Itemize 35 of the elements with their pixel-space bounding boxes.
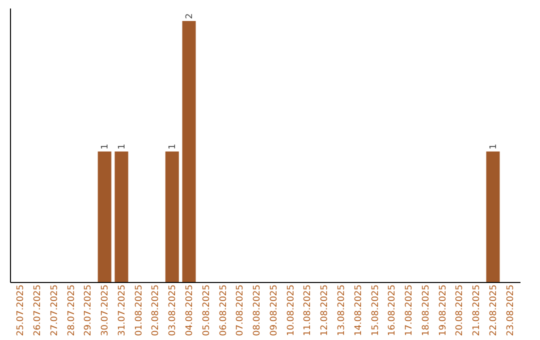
x-tick-label: 21.08.2025 (472, 284, 482, 336)
x-tick-label: 13.08.2025 (336, 284, 347, 336)
x-tick-label: 29.07.2025 (84, 284, 94, 336)
x-tick-label: 05.08.2025 (202, 284, 212, 336)
x-tick-label: 11.08.2025 (303, 284, 314, 336)
x-tick-label: 01.08.2025 (134, 284, 144, 336)
x-tick-label: 20.08.2025 (455, 284, 466, 336)
data-label: 1 (100, 144, 111, 150)
x-tick-label: 15.08.2025 (370, 284, 381, 336)
data-label: 1 (488, 144, 499, 150)
x-tick-label: 17.08.2025 (404, 284, 415, 336)
x-tick-label: 10.08.2025 (286, 284, 296, 336)
x-tick-label: 31.07.2025 (117, 284, 128, 336)
x-tick-label: 06.08.2025 (218, 284, 229, 336)
x-tick-label: 23.08.2025 (506, 284, 516, 336)
x-tick-label: 28.07.2025 (66, 284, 77, 336)
data-label: 1 (168, 144, 178, 150)
x-tick-label: 14.08.2025 (354, 284, 364, 336)
x-tick-label: 12.08.2025 (320, 284, 330, 336)
x-tick-label: 25.07.2025 (16, 284, 26, 336)
data-label: 2 (185, 13, 196, 20)
x-tick-label: 30.07.2025 (100, 284, 111, 336)
x-tick-label: 19.08.2025 (438, 284, 448, 336)
x-tick-label: 09.08.2025 (269, 284, 280, 336)
x-tick-label: 02.08.2025 (151, 284, 162, 336)
x-tick-label: 18.08.2025 (421, 284, 432, 336)
x-tick-label: 08.08.2025 (252, 284, 263, 336)
x-tick-label: 16.08.2025 (388, 284, 398, 336)
x-tick-label: 03.08.2025 (168, 284, 178, 336)
x-tick-label: 07.08.2025 (236, 284, 246, 336)
x-tick-label: 27.07.2025 (50, 284, 60, 336)
data-label: 1 (117, 144, 128, 150)
x-tick-label: 26.07.2025 (33, 284, 44, 336)
x-tick-label: 04.08.2025 (185, 284, 196, 336)
x-tick-label: 22.08.2025 (488, 284, 499, 336)
